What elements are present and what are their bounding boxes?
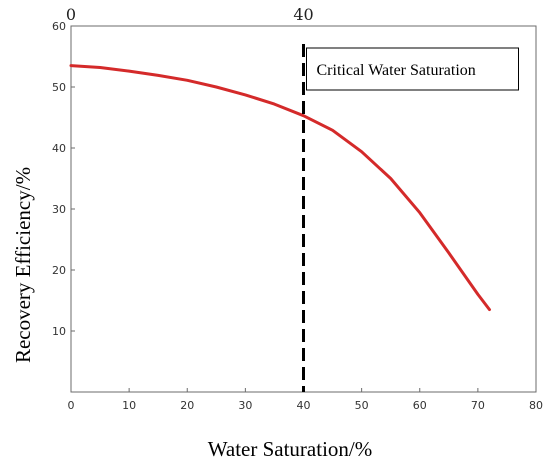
- annotation-label: Critical Water Saturation: [317, 62, 476, 79]
- y-tick-label: 30: [52, 203, 66, 216]
- y-tick-label: 40: [52, 142, 66, 155]
- top-axis-label: 0: [66, 5, 76, 24]
- x-tick-label: 70: [471, 399, 485, 412]
- x-tick-label: 0: [68, 399, 75, 412]
- y-axis-title: Recovery Efficiency/%: [11, 167, 35, 363]
- x-axis-title: Water Saturation/%: [208, 437, 373, 461]
- annotation-box: [306, 47, 519, 91]
- recovery-efficiency-curve: [69, 64, 491, 312]
- x-tick-label: 30: [238, 399, 252, 412]
- x-tick-label: 60: [413, 399, 427, 412]
- x-tick-label: 50: [355, 399, 369, 412]
- x-tick-label: 80: [529, 399, 543, 412]
- x-tick-label: 10: [122, 399, 136, 412]
- top-axis-label: 40: [293, 5, 313, 24]
- x-tick-label: 40: [297, 399, 311, 412]
- y-tick-label: 20: [52, 264, 66, 277]
- y-tick-label: 60: [52, 20, 66, 33]
- x-tick-label: 20: [180, 399, 194, 412]
- y-tick-label: 10: [52, 325, 66, 338]
- y-tick-label: 50: [52, 81, 66, 94]
